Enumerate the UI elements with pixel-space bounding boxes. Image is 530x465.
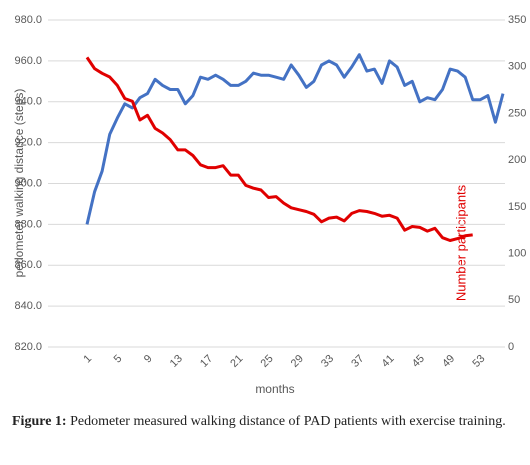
x-tick-label: 45 [410, 353, 427, 370]
x-tick-label: 13 [168, 353, 185, 370]
chart: pedometer walking distance (steps) Numbe… [12, 14, 526, 396]
line-series [85, 56, 473, 242]
y-tick-label: 840.0 [14, 300, 42, 312]
y-tick-label: 860.0 [14, 259, 42, 271]
caption-label: Figure 1: [12, 414, 67, 429]
y-axis-title: pedometer walking distance (steps) [12, 89, 26, 278]
x-tick-label: 41 [380, 353, 397, 370]
x-tick-label: 1 [81, 353, 94, 366]
caption-text: Pedometer measured walking distance of P… [70, 414, 506, 429]
x-tick-label: 21 [228, 353, 245, 370]
y-tick-label: 900.0 [14, 177, 42, 189]
x-tick-label: 9 [142, 353, 155, 366]
y-tick-label: 820.0 [14, 341, 42, 353]
y2-tick-label: 250 [508, 107, 526, 119]
y-tick-label: 940.0 [14, 96, 42, 108]
y2-tick-label: 350 [508, 14, 526, 26]
y-tick-label: 920.0 [14, 137, 42, 149]
x-tick-label: 5 [112, 353, 125, 366]
x-tick-label: 49 [440, 353, 457, 370]
x-axis-title: months [255, 382, 294, 396]
y2-tick-label: 300 [508, 61, 526, 73]
y2-axis-title: Number participants [453, 184, 468, 301]
y2-tick-label: 50 [508, 294, 520, 306]
y2-tick-label: 0 [508, 341, 514, 353]
line-series [85, 53, 505, 225]
caption: Figure 1: Pedometer measured walking dis… [12, 412, 517, 432]
y2-tick-label: 150 [508, 201, 526, 213]
x-tick-label: 33 [319, 353, 336, 370]
x-tick-label: 17 [198, 353, 215, 370]
x-tick-label: 29 [289, 353, 306, 370]
x-tick-label: 37 [349, 353, 366, 370]
y2-tick-label: 200 [508, 154, 526, 166]
y-tick-label: 960.0 [14, 55, 42, 67]
y-tick-label: 980.0 [14, 14, 42, 26]
y-tick-label: 880.0 [14, 218, 42, 230]
x-tick-label: 25 [259, 353, 276, 370]
x-tick-label: 53 [470, 353, 487, 370]
y2-tick-label: 100 [508, 247, 526, 259]
